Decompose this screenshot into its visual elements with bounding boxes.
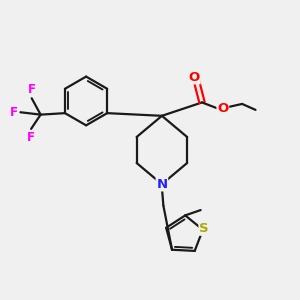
Text: O: O [189, 71, 200, 84]
Text: F: F [27, 131, 35, 144]
Text: S: S [199, 222, 209, 235]
Text: F: F [9, 106, 17, 119]
Text: O: O [217, 103, 228, 116]
Text: F: F [28, 83, 36, 96]
Text: N: N [156, 178, 167, 191]
